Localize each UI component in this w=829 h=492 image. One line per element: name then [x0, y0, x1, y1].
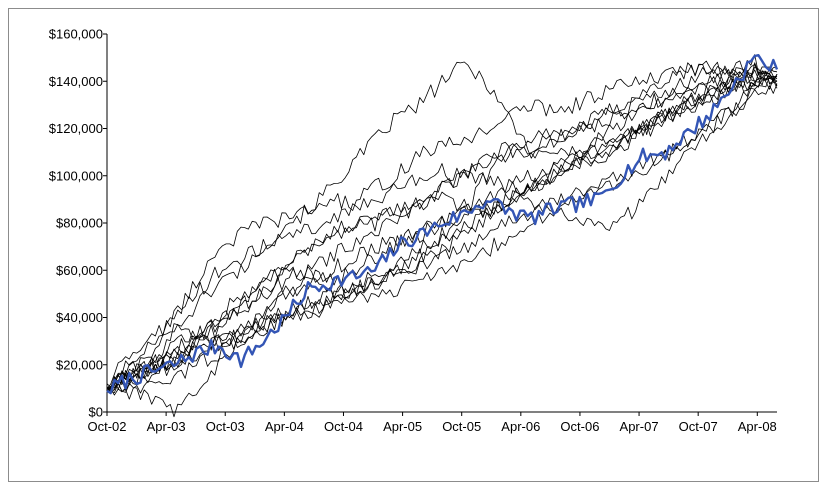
simulation-path [106, 68, 778, 389]
x-tick-label: Apr-05 [383, 419, 422, 434]
x-tick-label: Apr-06 [501, 419, 540, 434]
y-tick-label: $80,000 [56, 216, 103, 231]
simulation-path [106, 66, 778, 389]
y-tick-label: $20,000 [56, 357, 103, 372]
simulation-path [106, 60, 778, 390]
x-tick-label: Oct-06 [560, 419, 599, 434]
simulation-path [106, 74, 778, 396]
simulation-path [106, 70, 778, 390]
simulation-path [106, 70, 778, 390]
y-tick-label: $100,000 [49, 168, 103, 183]
simulation-path [106, 54, 778, 389]
y-tick-label: $160,000 [49, 27, 103, 42]
x-tick-label: Apr-07 [620, 419, 659, 434]
simulation-path [106, 61, 778, 391]
y-tick-label: $140,000 [49, 74, 103, 89]
x-tick-label: Oct-03 [206, 419, 245, 434]
x-tick-label: Apr-04 [265, 419, 304, 434]
highlighted-path [106, 54, 779, 395]
y-tick-label: $0 [89, 405, 103, 420]
simulation-path [106, 83, 778, 389]
x-tick-label: Apr-03 [147, 419, 186, 434]
simulation-path [106, 63, 778, 394]
x-tick-label: Oct-05 [442, 419, 481, 434]
x-tick-label: Oct-02 [87, 419, 126, 434]
simulation-path [106, 68, 778, 389]
y-tick-label: $40,000 [56, 310, 103, 325]
x-tick-label: Oct-04 [324, 419, 363, 434]
y-tick-label: $120,000 [49, 121, 103, 136]
simulation-path [106, 75, 778, 400]
x-tick-label: Oct-07 [679, 419, 718, 434]
y-tick-label: $60,000 [56, 263, 103, 278]
x-tick-label: Apr-08 [738, 419, 777, 434]
